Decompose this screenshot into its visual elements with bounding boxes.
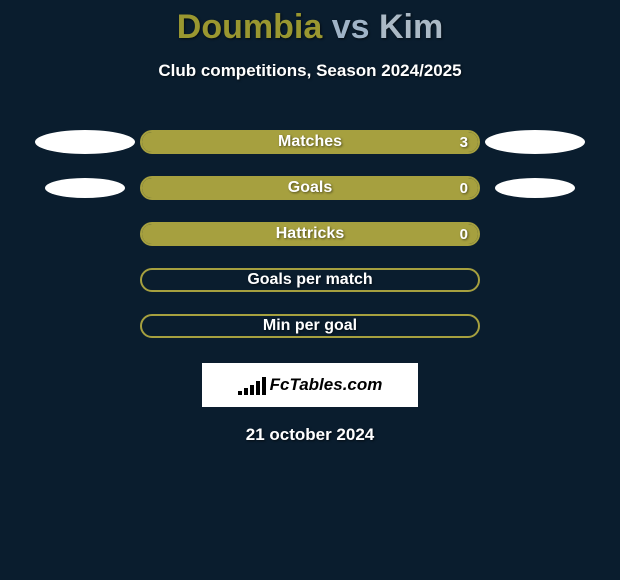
ellipse-marker [45, 178, 125, 198]
stat-bar: Goals per match [140, 268, 480, 292]
player-right-name: Kim [379, 8, 443, 46]
stat-bar-fill [142, 132, 478, 152]
player-left-name: Doumbia [177, 8, 322, 46]
stat-bar-fill [142, 178, 478, 198]
stat-row: Goals0 [0, 165, 620, 211]
stat-bar: Hattricks0 [140, 222, 480, 246]
stat-label: Goals per match [142, 270, 478, 290]
right-marker-slot [480, 130, 590, 154]
left-marker-slot [30, 178, 140, 198]
comparison-title: Doumbia vs Kim [0, 0, 620, 47]
stat-bar: Goals0 [140, 176, 480, 200]
stat-bar: Min per goal [140, 314, 480, 338]
logo-text: FcTables.com [270, 375, 383, 395]
subtitle: Club competitions, Season 2024/2025 [0, 61, 620, 81]
stat-bar-fill [142, 224, 478, 244]
ellipse-marker [485, 130, 585, 154]
date-text: 21 october 2024 [0, 425, 620, 445]
stat-rows: Matches3 Goals0 Hattricks0 Goals per match M… [0, 119, 620, 349]
stat-row: Hattricks0 [0, 211, 620, 257]
site-logo: FcTables.com [238, 375, 383, 395]
logo-box: FcTables.com [202, 363, 418, 407]
stat-bar: Matches3 [140, 130, 480, 154]
ellipse-marker [495, 178, 575, 198]
stat-row: Min per goal [0, 303, 620, 349]
stat-label: Min per goal [142, 316, 478, 336]
bars-icon [238, 375, 266, 395]
stat-row: Goals per match [0, 257, 620, 303]
left-marker-slot [30, 130, 140, 154]
ellipse-marker [35, 130, 135, 154]
vs-separator: vs [332, 8, 370, 46]
right-marker-slot [480, 178, 590, 198]
stat-row: Matches3 [0, 119, 620, 165]
